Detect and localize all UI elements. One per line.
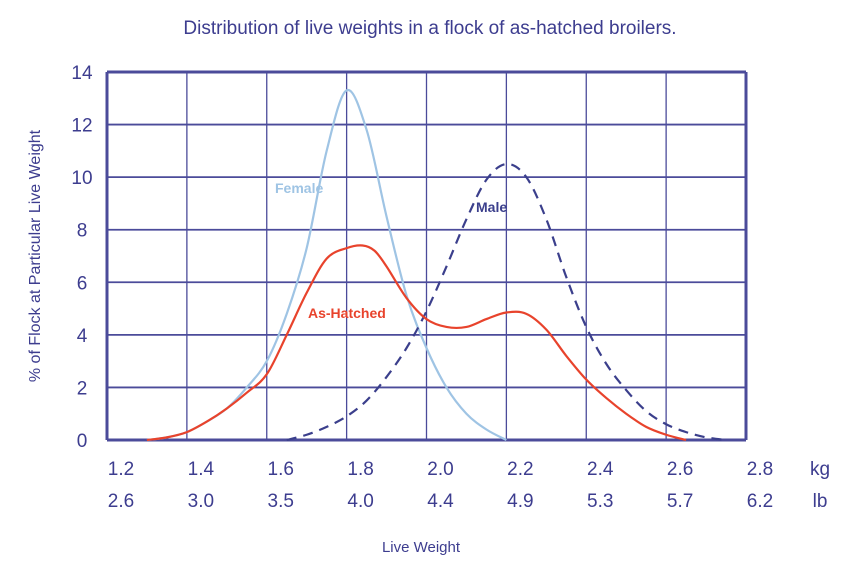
tick-labels: 1.2 2.6 1.4 3.0 1.6 3.5 1.8 4.0 2.0 4.4 2.2 4.9 2.4 5… xyxy=(71,63,773,512)
x-tick-label-kg: 1.4 xyxy=(188,459,215,480)
series-label-male: Male xyxy=(476,199,507,215)
x-tick-label-lb: 4.4 xyxy=(427,491,454,512)
x-tick-label-kg: 1.2 xyxy=(108,459,134,480)
series-label-female: Female xyxy=(275,180,323,196)
x-tick-label-lb: 4.0 xyxy=(347,491,373,512)
y-tick-label: 10 xyxy=(71,168,92,189)
chart-title: Distribution of live weights in a flock … xyxy=(183,18,676,39)
x-unit-kg: kg xyxy=(810,459,830,480)
x-tick-label-kg: 2.4 xyxy=(587,459,614,480)
series-line-male xyxy=(286,162,727,442)
series-line-as-hatched xyxy=(146,244,687,442)
y-tick-label: 2 xyxy=(77,378,88,399)
x-tick-label-kg: 2.8 xyxy=(747,459,773,480)
x-tick-label-kg: 1.8 xyxy=(347,459,373,480)
y-tick-label: 0 xyxy=(77,431,88,452)
x-tick-label-lb: 5.7 xyxy=(667,491,693,512)
series-group xyxy=(146,89,727,442)
y-tick-label: 4 xyxy=(77,326,88,347)
grid xyxy=(105,70,748,442)
x-tick-label-lb: 3.5 xyxy=(268,491,294,512)
y-axis-label: % of Flock at Particular Live Weight xyxy=(27,129,44,382)
y-tick-label: 6 xyxy=(77,273,88,294)
y-tick-label: 8 xyxy=(77,221,88,242)
x-tick-label-lb: 3.0 xyxy=(188,491,214,512)
x-unit-lb: lb xyxy=(813,491,828,512)
x-tick-label-lb: 5.3 xyxy=(587,491,613,512)
y-tick-label: 14 xyxy=(71,63,93,84)
series-label-as-hatched: As-Hatched xyxy=(308,305,386,321)
x-tick-label-kg: 2.6 xyxy=(667,459,693,480)
x-tick-label-lb: 6.2 xyxy=(747,491,773,512)
x-tick-label-lb: 4.9 xyxy=(507,491,533,512)
x-axis-label: Live Weight xyxy=(382,539,461,556)
x-tick-label-kg: 2.2 xyxy=(507,459,533,480)
y-tick-label: 12 xyxy=(71,116,92,137)
x-tick-label-kg: 1.6 xyxy=(268,459,294,480)
x-tick-label-lb: 2.6 xyxy=(108,491,134,512)
x-tick-label-kg: 2.0 xyxy=(427,459,453,480)
